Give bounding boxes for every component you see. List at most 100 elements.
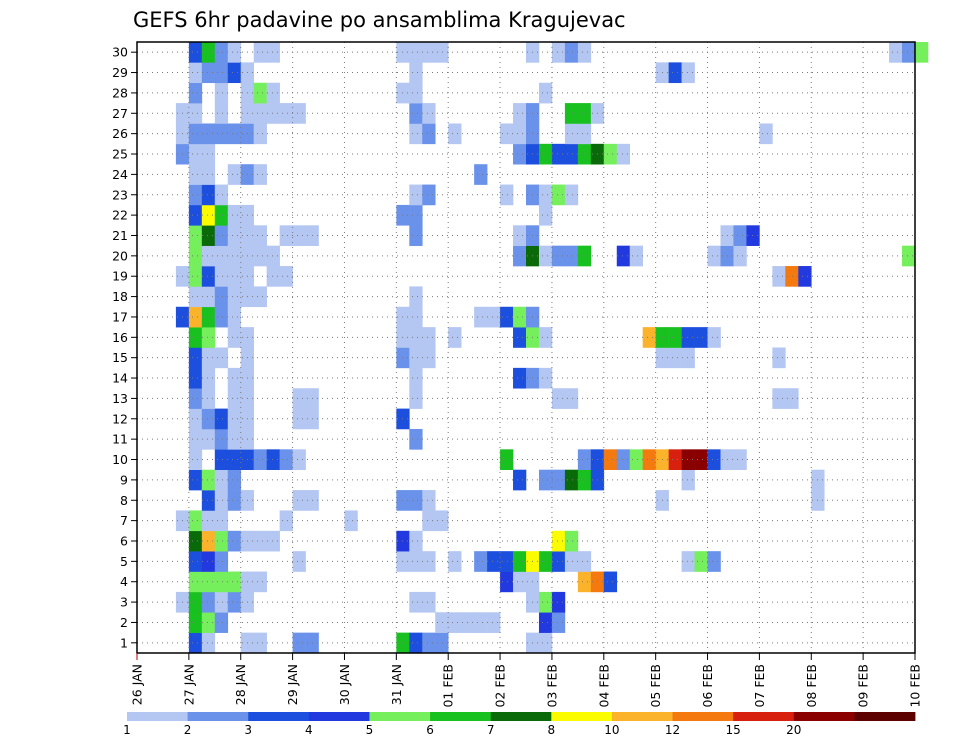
heatmap-cell xyxy=(227,571,242,593)
heatmap-cell xyxy=(487,306,501,328)
heatmap-cell xyxy=(642,449,656,470)
heatmap-cell xyxy=(513,551,527,572)
heatmap-cell xyxy=(902,42,916,63)
heatmap-cell xyxy=(214,510,229,532)
heatmap-cell xyxy=(201,632,216,654)
y-tick-label: 17 xyxy=(112,309,128,324)
heatmap-cell xyxy=(201,204,216,226)
heatmap-cell xyxy=(188,388,203,409)
colorbar-swatch xyxy=(308,712,370,721)
heatmap-cell xyxy=(603,449,618,470)
heatmap-cell xyxy=(227,245,242,267)
heatmap-cell xyxy=(474,551,488,572)
heatmap-cell xyxy=(798,266,812,287)
heatmap-cell xyxy=(214,551,229,572)
heatmap-cell xyxy=(201,245,216,267)
heatmap-cell xyxy=(577,123,592,145)
heatmap-cell xyxy=(500,551,514,572)
heatmap-cell xyxy=(201,388,216,409)
heatmap-cell xyxy=(201,266,216,287)
x-tick-label: 08 FEB xyxy=(804,664,819,708)
heatmap-cell xyxy=(253,82,267,104)
heatmap-cell xyxy=(577,103,592,124)
y-tick-label: 29 xyxy=(112,65,128,80)
y-tick-label: 16 xyxy=(112,330,128,345)
heatmap-cell xyxy=(227,42,242,63)
heatmap-cell xyxy=(513,103,527,124)
heatmap-cell xyxy=(201,612,216,633)
heatmap-cell xyxy=(227,428,242,450)
heatmap-cell xyxy=(214,286,229,308)
heatmap-cell xyxy=(214,82,229,104)
heatmap-cell xyxy=(409,530,423,552)
heatmap-cell xyxy=(694,327,708,348)
heatmap-cell xyxy=(629,245,643,267)
heatmap-cell xyxy=(487,551,501,572)
y-tick-label: 30 xyxy=(112,45,128,60)
heatmap-cell xyxy=(603,571,618,593)
x-tick-label: 28 JAN xyxy=(233,664,248,705)
x-tick-label: 31 JAN xyxy=(389,664,404,705)
colorbar-swatch xyxy=(793,712,855,721)
heatmap-cell xyxy=(201,347,216,369)
heatmap-cell xyxy=(227,388,242,409)
x-tick-label: 01 FEB xyxy=(441,664,456,708)
heatmap-cell xyxy=(551,143,566,165)
heatmap-cell xyxy=(551,591,566,613)
heatmap-cell xyxy=(500,571,514,593)
y-tick-label: 1 xyxy=(120,635,128,650)
heatmap-cell xyxy=(681,327,695,348)
x-tick-label: 07 FEB xyxy=(752,664,767,708)
x-tick-label: 29 JAN xyxy=(285,664,300,705)
heatmap-cell xyxy=(551,469,566,491)
heatmap-cell xyxy=(253,449,267,470)
heatmap-cell xyxy=(188,530,203,552)
heatmap-cell xyxy=(201,551,216,572)
heatmap-cell xyxy=(253,632,267,654)
heatmap-cell xyxy=(253,530,267,552)
heatmap-cell xyxy=(422,184,436,206)
heatmap-cell xyxy=(409,286,423,308)
colorbar-swatch xyxy=(551,712,613,721)
heatmap-cell xyxy=(227,286,242,308)
heatmap-cell xyxy=(188,632,203,654)
heatmap-cell xyxy=(292,551,306,572)
heatmap-cell xyxy=(188,327,203,348)
heatmap-cell xyxy=(344,510,358,532)
heatmap-cell xyxy=(266,449,280,470)
heatmap-cell xyxy=(422,42,436,63)
colorbar-swatch xyxy=(127,712,189,721)
colorbar-swatch xyxy=(369,712,431,721)
heatmap-cell xyxy=(409,388,423,409)
heatmap-cell xyxy=(513,143,527,165)
heatmap-cell xyxy=(681,551,695,572)
heatmap-cell xyxy=(642,327,656,348)
heatmap-cell xyxy=(227,530,242,552)
heatmap-cell xyxy=(551,388,566,409)
heatmap-cell xyxy=(538,327,553,348)
heatmap-cell xyxy=(785,388,799,409)
heatmap-cell xyxy=(538,184,553,206)
y-tick-label: 18 xyxy=(112,289,128,304)
y-tick-label: 25 xyxy=(112,147,128,162)
heatmap-cell xyxy=(201,591,216,613)
heatmap-cell xyxy=(513,123,527,145)
heatmap-cell xyxy=(500,449,514,470)
y-tick-label: 14 xyxy=(112,371,128,386)
x-tick-label: 05 FEB xyxy=(648,664,663,708)
heatmap-cell xyxy=(564,123,579,145)
heatmap-cell xyxy=(616,245,631,267)
heatmap-cell xyxy=(253,571,267,593)
heatmap-cell xyxy=(227,449,242,470)
heatmap-cell xyxy=(409,103,423,124)
heatmap-cell xyxy=(422,347,436,369)
heatmap-cell xyxy=(694,551,708,572)
heatmap-cell xyxy=(188,428,203,450)
heatmap-cell xyxy=(279,225,293,246)
y-tick-label: 8 xyxy=(120,493,128,508)
y-tick-label: 27 xyxy=(112,106,128,121)
heatmap-cell xyxy=(733,245,747,267)
y-tick-label: 28 xyxy=(112,85,128,100)
heatmap-cell xyxy=(292,632,306,654)
